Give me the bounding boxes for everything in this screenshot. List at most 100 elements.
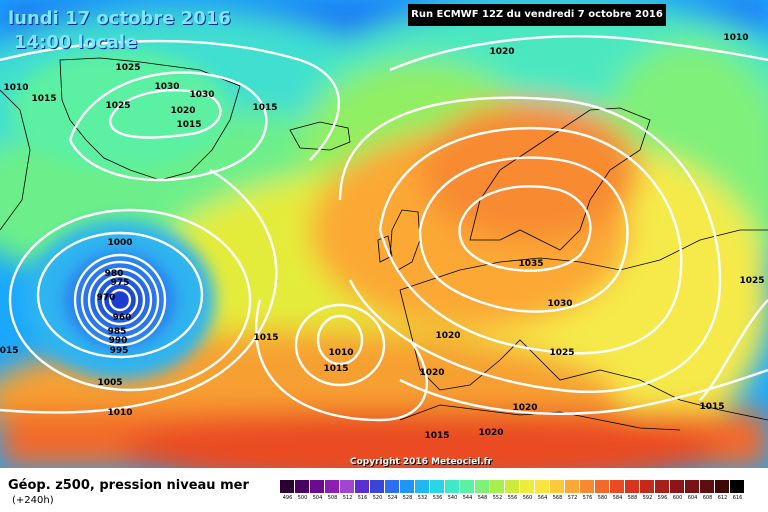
color-scale-swatch — [490, 480, 505, 493]
color-scale-swatch — [460, 480, 475, 493]
isobar-label: 1020 — [512, 403, 538, 413]
isobar-label: 1015 — [252, 103, 278, 113]
isobar-label: 1010 — [107, 408, 133, 418]
low-isobar — [80, 260, 160, 340]
isobar-label: 1020 — [489, 47, 515, 57]
iceland-coast — [289, 121, 351, 151]
isobar-label: 995 — [109, 346, 129, 356]
isobar-label: 1015 — [176, 120, 202, 130]
low-isobar — [73, 253, 167, 347]
color-scale-swatch — [670, 480, 685, 493]
color-scale-swatch — [715, 480, 730, 493]
color-scale-label: 552 — [492, 495, 503, 501]
ireland-coast — [377, 235, 393, 263]
color-scale-swatch — [535, 480, 550, 493]
low-isobar-outer — [8, 208, 252, 392]
isobar-label: 980 — [104, 269, 124, 279]
isobar-label: 1010 — [723, 33, 749, 43]
color-scale-label: 576 — [582, 495, 593, 501]
color-scale-swatch — [295, 480, 310, 493]
color-scale-swatch — [310, 480, 325, 493]
isobar-label: 1015 — [699, 402, 725, 412]
color-scale-swatch — [340, 480, 355, 493]
color-scale-swatch — [415, 480, 430, 493]
isobar-label: 1010 — [328, 348, 354, 358]
color-scale-swatch — [565, 480, 580, 493]
low-isobar — [94, 274, 146, 326]
isobar-label: 1020 — [478, 428, 504, 438]
color-scale-swatch — [625, 480, 640, 493]
color-scale-label: 496 — [282, 495, 293, 501]
color-scale-swatch — [640, 480, 655, 493]
color-scale-swatch — [355, 480, 370, 493]
isobar-label: 1020 — [170, 106, 196, 116]
isobar-label: 1015 — [0, 346, 19, 356]
isobar-label: 970 — [96, 293, 116, 303]
isobar-label: 1015 — [323, 364, 349, 374]
isobar-label: 960 — [112, 313, 132, 323]
low-isobar — [101, 281, 139, 319]
isobar-label: 990 — [108, 336, 128, 346]
color-scale-label: 568 — [552, 495, 563, 501]
color-scale-swatch — [430, 480, 445, 493]
color-scale-label: 512 — [342, 495, 353, 501]
isobar-east — [699, 299, 768, 401]
valid-time: 14:00 locale — [14, 32, 138, 53]
color-scale-swatch — [280, 480, 295, 493]
color-scale-label: 516 — [357, 495, 368, 501]
isobar-label: 1025 — [115, 63, 141, 73]
low-isobar-inner — [108, 288, 132, 312]
europe-coast — [399, 229, 768, 421]
isobar-label: 1015 — [253, 333, 279, 343]
high-isobar-1035 — [458, 185, 592, 272]
isobar-label: 985 — [107, 327, 127, 337]
low-isobar-outer — [36, 231, 204, 359]
color-scale-label: 580 — [597, 495, 608, 501]
isobar-label: 1000 — [107, 238, 133, 248]
high-isobar-1025 — [378, 126, 683, 355]
color-scale-labels: 496 500 504 508 512 516 520 524 528 532 536 540 544 5… — [280, 495, 745, 501]
isobar-1020-north — [389, 35, 768, 72]
isobar-label: 1015 — [31, 94, 57, 104]
color-scale-swatch — [325, 480, 340, 493]
color-scale-label: 560 — [522, 495, 533, 501]
valid-date: lundi 17 octobre 2016 — [8, 8, 231, 29]
color-scale-swatch — [385, 480, 400, 493]
isobar-label: 1005 — [97, 378, 123, 388]
copyright-text: Copyright 2016 Meteociel.fr — [350, 457, 493, 467]
color-scale-swatch — [475, 480, 490, 493]
color-scale-label: 596 — [657, 495, 668, 501]
color-scale-label: 504 — [312, 495, 323, 501]
color-scale-label: 608 — [702, 495, 713, 501]
color-scale-label: 500 — [297, 495, 308, 501]
isobar-label: 1020 — [435, 331, 461, 341]
color-scale — [280, 480, 745, 493]
isobar-label: 1030 — [189, 90, 215, 100]
isobar-label: 1015 — [424, 431, 450, 441]
greenland-high-isobar — [68, 71, 268, 182]
legend-bar: Géop. z500, pression niveau mer (+240h) … — [0, 468, 768, 512]
color-scale-label: 616 — [732, 495, 743, 501]
greenland-high-isobar-inner — [108, 89, 222, 139]
color-scale-swatch — [610, 480, 625, 493]
color-scale-label: 584 — [612, 495, 623, 501]
isobar-label: 1010 — [3, 83, 29, 93]
color-scale-label: 544 — [462, 495, 473, 501]
isobar-label: 975 — [110, 278, 130, 288]
isobar-label: 1020 — [419, 368, 445, 378]
color-scale-label: 536 — [432, 495, 443, 501]
azores-low-isobar-outer — [294, 303, 386, 387]
color-scale-label: 564 — [537, 495, 548, 501]
color-scale-swatch — [730, 480, 745, 493]
color-scale-swatch — [370, 480, 385, 493]
azores-low-isobar — [316, 314, 364, 366]
color-scale-label: 520 — [372, 495, 383, 501]
high-isobar-1030 — [418, 156, 629, 313]
color-scale-swatch — [580, 480, 595, 493]
color-scale-swatch — [520, 480, 535, 493]
color-scale-label: 508 — [327, 495, 338, 501]
legend-title: Géop. z500, pression niveau mer — [8, 478, 249, 493]
isobar-1020-south — [399, 368, 768, 415]
color-scale-label: 528 — [402, 495, 413, 501]
